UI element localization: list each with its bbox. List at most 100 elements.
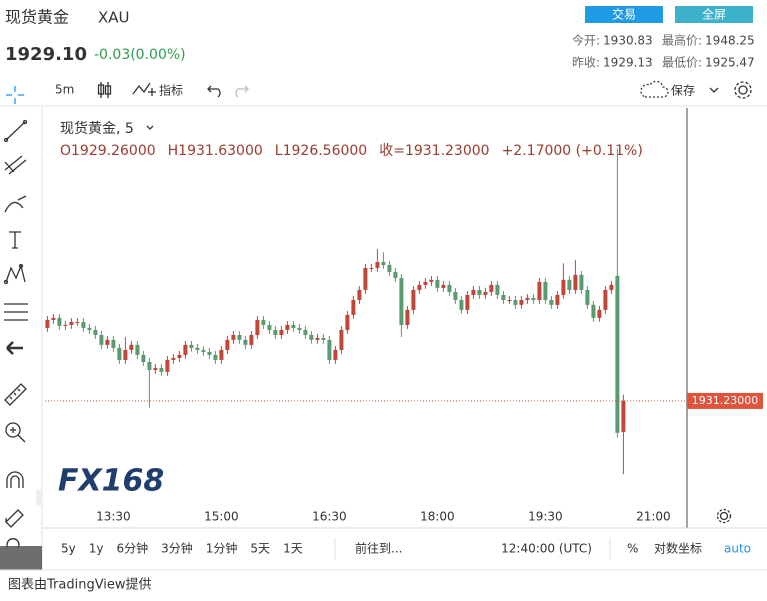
time-scale-settings[interactable]: [716, 508, 732, 524]
attribution: 图表由TradingView提供: [8, 577, 152, 593]
candle-body: [159, 367, 164, 372]
candle-body: [579, 274, 584, 290]
candle-body: [189, 344, 194, 348]
candle-body: [141, 354, 146, 362]
percent-toggle[interactable]: %: [627, 542, 638, 556]
stat-label: 昨收:: [572, 56, 600, 70]
range-button[interactable]: 3分钟: [161, 541, 193, 556]
x-tick-label: 21:00: [636, 510, 671, 524]
stat-value: 1929.13: [603, 56, 653, 70]
candle-body: [183, 344, 188, 355]
price-change: -0.03(0.00%): [94, 47, 186, 63]
candle-body: [309, 334, 314, 340]
candle-body: [411, 289, 416, 310]
candle-body: [555, 294, 560, 305]
candle-body: [417, 284, 422, 290]
watermark: FX168: [58, 464, 164, 499]
candle-body: [345, 314, 350, 330]
candle-body: [375, 261, 380, 268]
candle-body: [171, 357, 176, 360]
settings-icon[interactable]: [734, 81, 752, 99]
candle-body: [303, 329, 308, 335]
candle-body: [315, 337, 320, 340]
ohlc-value: H1931.63000: [168, 143, 263, 159]
candle-body: [57, 317, 62, 326]
candle-body: [621, 400, 626, 432]
candle-body: [255, 319, 260, 335]
save-button[interactable]: 保存: [671, 84, 695, 98]
candle-body: [231, 334, 236, 340]
candle-body: [219, 349, 224, 360]
stat-value: 1925.47: [705, 56, 755, 70]
log-toggle[interactable]: 对数坐标: [654, 541, 702, 556]
save-menu[interactable]: [709, 87, 719, 93]
stat-value: 1930.83: [603, 34, 653, 48]
range-button[interactable]: 1天: [283, 542, 303, 556]
range-button[interactable]: 5y: [61, 542, 76, 556]
header-button[interactable]: [675, 6, 753, 23]
candle-body: [495, 284, 500, 295]
redo-icon[interactable]: [235, 85, 249, 98]
candle-body: [573, 274, 578, 290]
candle-body: [519, 299, 524, 305]
candle-body: [327, 339, 332, 360]
legend-title: 现货黄金, 5: [60, 120, 134, 137]
candle-body: [447, 284, 452, 292]
header-button-label[interactable]: 交易: [612, 7, 636, 22]
header-button[interactable]: [585, 6, 663, 23]
stat-label: 今开:: [572, 33, 600, 48]
candle-body: [441, 284, 446, 288]
candle-body: [93, 329, 98, 335]
candle-body: [549, 299, 554, 305]
candle-body: [513, 299, 518, 305]
candle-body: [381, 261, 386, 265]
x-tick-label: 18:00: [420, 510, 455, 524]
undo-icon[interactable]: [207, 85, 221, 98]
candle-body: [117, 347, 122, 360]
candle-body: [207, 351, 212, 355]
candle-body: [87, 327, 92, 330]
candle-body: [129, 344, 134, 350]
collapse-toolbar[interactable]: [36, 490, 42, 506]
legend-menu[interactable]: [146, 125, 154, 130]
range-button[interactable]: 1分钟: [206, 541, 238, 556]
candle-body: [339, 329, 344, 350]
candle-body: [225, 339, 230, 350]
header-button-label[interactable]: 全屏: [702, 7, 726, 22]
ohlc-value: L1926.56000: [275, 143, 367, 159]
candle-body: [423, 281, 428, 285]
candle-body: [471, 289, 476, 295]
drawing-tools[interactable]: [3, 86, 28, 549]
candle-body: [261, 319, 266, 325]
candle-body: [369, 267, 374, 269]
range-button[interactable]: 6分钟: [117, 541, 149, 556]
interval-button[interactable]: 5m: [55, 83, 74, 97]
x-tick-label: 15:00: [204, 510, 239, 524]
candle-body: [357, 289, 362, 300]
candle-body: [561, 279, 566, 295]
candle-body: [525, 297, 530, 300]
goto-button[interactable]: 前往到...: [355, 541, 402, 556]
indicators-button[interactable]: 指标: [159, 83, 183, 98]
auto-toggle[interactable]: auto: [724, 542, 751, 556]
candle-body: [537, 281, 542, 300]
stat-label: 最低价:: [662, 56, 702, 70]
last-price-tag: [687, 392, 763, 409]
candle-body: [291, 324, 296, 328]
candle-body: [111, 339, 116, 348]
indicator-icon[interactable]: [132, 82, 156, 96]
cloud-icon[interactable]: [640, 80, 669, 98]
candle-body: [267, 324, 272, 330]
candle-body: [333, 349, 338, 360]
x-tick-label: 13:30: [96, 510, 131, 524]
ohlc-value: O1929.26000: [60, 143, 156, 159]
candle-body: [507, 299, 512, 301]
range-button[interactable]: 1y: [89, 542, 104, 556]
candle-body: [285, 324, 290, 330]
range-button[interactable]: 5天: [250, 542, 270, 556]
clock: 12:40:00 (UTC): [501, 542, 592, 556]
candle-type-icon[interactable]: [97, 82, 112, 98]
candle-body: [489, 284, 494, 292]
candle-body: [465, 294, 470, 310]
